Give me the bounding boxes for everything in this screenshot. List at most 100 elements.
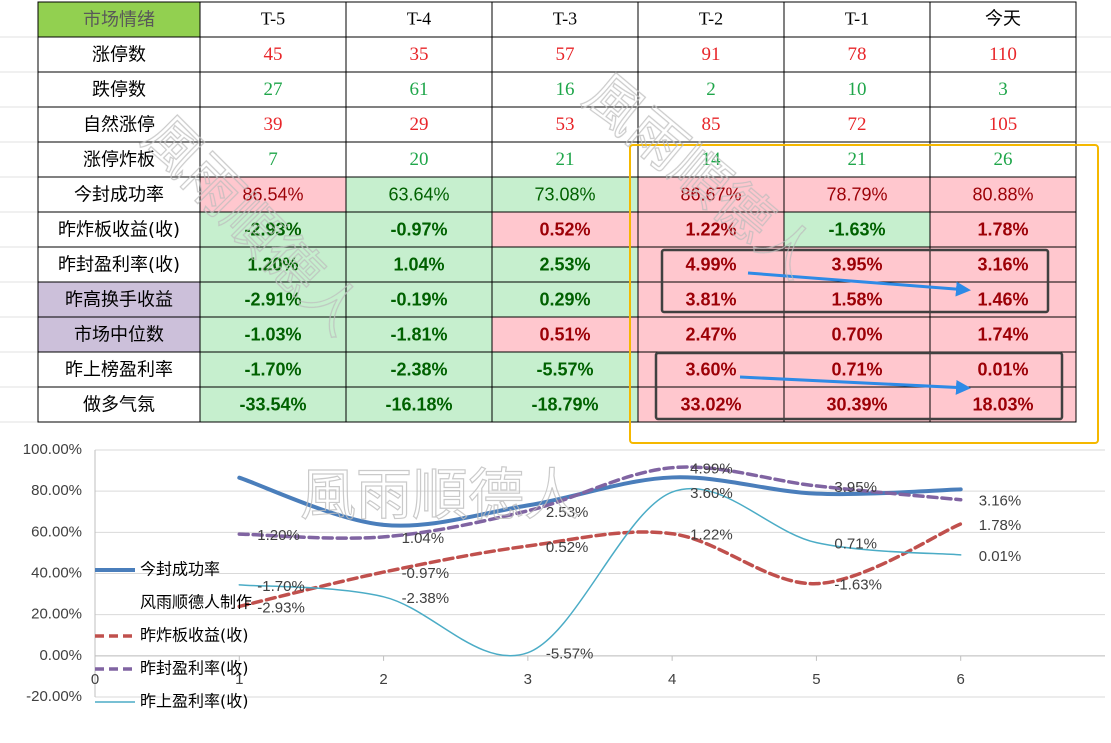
cell-text: 20: [410, 149, 429, 170]
cell-text: 91: [702, 44, 721, 65]
cell-text: 78: [848, 44, 867, 65]
cell: [929, 246, 1077, 283]
cell: [491, 351, 639, 388]
cell-text: 3.60%: [685, 359, 736, 379]
cell: [929, 176, 1077, 213]
cell-text: 1.74%: [977, 324, 1028, 344]
cell: [199, 351, 347, 388]
cell-text: 26: [994, 149, 1013, 170]
cell-text: 7: [268, 149, 278, 170]
cell-text: 2: [706, 79, 716, 100]
data-label: 0.52%: [546, 539, 589, 556]
cell: [637, 176, 785, 213]
data-label: 0.01%: [979, 548, 1022, 565]
row-label: 做多气氛: [83, 395, 155, 416]
row-label-cell: [37, 351, 201, 388]
cell-text: -2.38%: [390, 359, 447, 379]
cell-text: 45: [264, 44, 283, 65]
cell-text: -2.91%: [244, 289, 301, 309]
cell: [345, 176, 493, 213]
data-label: 3.60%: [690, 485, 733, 502]
cell-text: 80.88%: [972, 184, 1033, 204]
row-label: 跌停数: [92, 80, 146, 101]
cell: [637, 141, 785, 178]
cell-text: 0.01%: [977, 359, 1028, 379]
series-line: [237, 522, 963, 609]
cell: [637, 386, 785, 423]
header-text: T-5: [261, 9, 285, 29]
header-text: T-1: [845, 9, 869, 29]
cell-text: 86.54%: [242, 184, 303, 204]
cell-text: 0.70%: [831, 324, 882, 344]
cell-text: 1.20%: [247, 254, 298, 274]
cell-text: -5.57%: [536, 359, 593, 379]
x-tick-label: 4: [668, 671, 676, 688]
cell: [345, 211, 493, 248]
cell-text: 21: [556, 149, 575, 170]
cell: [199, 246, 347, 283]
header-cell: [637, 1, 785, 38]
cell-text: 10: [848, 79, 867, 100]
highlight-box: [660, 248, 1050, 314]
arrow: [747, 271, 971, 297]
cell-text: 1.22%: [685, 219, 736, 239]
cell: [929, 36, 1077, 73]
cell-text: 16: [556, 79, 575, 100]
row-label: 昨炸板收益(收): [58, 220, 180, 241]
cell-text: 3.16%: [977, 254, 1028, 274]
row-label: 昨上榜盈利率: [65, 360, 173, 381]
row-label: 昨封盈利率(收): [58, 255, 180, 276]
header-text: T-4: [407, 9, 431, 29]
cell-text: 29: [410, 114, 429, 135]
cell: [783, 106, 931, 143]
cell: [491, 36, 639, 73]
cell: [491, 246, 639, 283]
legend-label: 昨炸板收益(收): [140, 626, 249, 645]
cell-text: 72: [848, 114, 867, 135]
cell: [345, 36, 493, 73]
y-tick-label: -20.00%: [26, 688, 82, 705]
cell-text: -2.93%: [244, 219, 301, 239]
data-label: -1.70%: [257, 578, 305, 595]
x-tick-label: 6: [957, 671, 965, 688]
data-label: 3.16%: [979, 493, 1022, 510]
row-label-cell: [37, 316, 201, 353]
cell: [783, 36, 931, 73]
cell-text: 1.78%: [977, 219, 1028, 239]
row-label: 昨高换手收益: [65, 290, 173, 311]
data-label: 4.99%: [690, 461, 733, 478]
y-tick-label: 60.00%: [31, 523, 82, 540]
row-label: 自然涨停: [83, 115, 155, 136]
cell-text: 2.53%: [539, 254, 590, 274]
x-tick-label: 5: [812, 671, 820, 688]
cell: [345, 386, 493, 423]
x-tick-label: 0: [91, 671, 99, 688]
row-label-cell: [37, 281, 201, 318]
highlight-box: [629, 144, 1099, 444]
cell-text: 33.02%: [680, 394, 741, 414]
data-label: -2.93%: [257, 599, 305, 616]
cell-text: -18.79%: [531, 394, 598, 414]
row-label-cell: [37, 246, 201, 283]
arrow: [739, 375, 971, 395]
cell: [491, 386, 639, 423]
header-cell: [345, 1, 493, 38]
header-text: T-2: [699, 9, 723, 29]
cell-text: 39: [264, 114, 283, 135]
chart: 100.00% 80.00% 60.00% 40.00% 20.00% 0.00% -20.…: [23, 441, 1105, 711]
cell-text: 1.58%: [831, 289, 882, 309]
cell-text: -33.54%: [239, 394, 306, 414]
cell: [345, 71, 493, 108]
cell: [929, 386, 1077, 423]
series-line: [237, 465, 963, 540]
cell: [199, 281, 347, 318]
data-label: -5.57%: [546, 646, 594, 663]
cell-text: 4.99%: [685, 254, 736, 274]
annotation: 风雨顺德人制作: [140, 593, 252, 612]
cell: [199, 386, 347, 423]
y-tick-label: 80.00%: [31, 482, 82, 499]
y-tick-label: 100.00%: [23, 441, 82, 458]
y-tick-label: 20.00%: [31, 606, 82, 623]
